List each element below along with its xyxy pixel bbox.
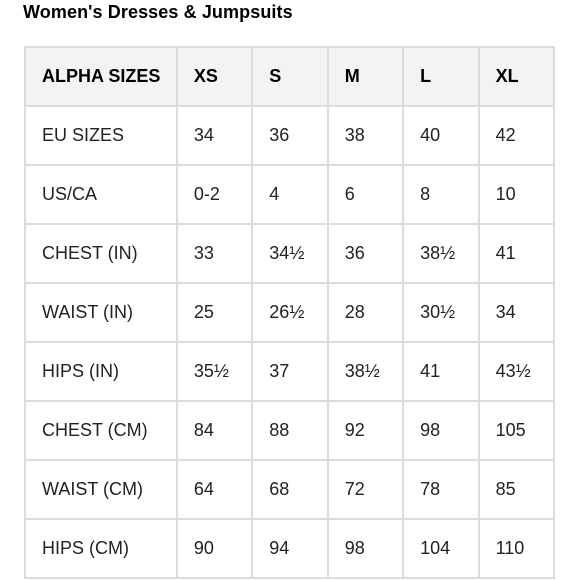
table-cell: 36 xyxy=(326,223,405,284)
table-cell: 38½ xyxy=(326,341,405,402)
table-cell: 68 xyxy=(251,459,329,520)
table-row-waist-cm: WAIST (CM) 64 68 72 78 85 xyxy=(24,459,556,520)
table-cell: 6 xyxy=(326,164,405,225)
table-cell: 94 xyxy=(251,518,329,579)
table-cell: 37 xyxy=(251,341,329,402)
table-cell: 72 xyxy=(326,459,405,520)
table-cell: 28 xyxy=(326,282,405,343)
table-cell: 41 xyxy=(402,341,480,402)
table-cell: 33 xyxy=(175,223,254,284)
table-cell: 78 xyxy=(402,459,480,520)
table-row-chest-cm: CHEST (CM) 84 88 92 98 105 xyxy=(24,400,556,461)
table-cell: 38½ xyxy=(402,223,480,284)
table-row-waist-in: WAIST (IN) 25 26½ 28 30½ 34 xyxy=(24,282,556,343)
table-cell: 90 xyxy=(175,518,254,579)
row-label: HIPS (IN) xyxy=(24,341,178,402)
table-cell: 64 xyxy=(175,459,254,520)
table-cell: 85 xyxy=(477,459,556,520)
table-cell: 92 xyxy=(326,400,405,461)
header-row: ALPHA SIZES XS S M L XL xyxy=(24,46,556,107)
header-size-m: M xyxy=(326,46,405,107)
header-size-l: L xyxy=(402,46,480,107)
table-cell: 88 xyxy=(251,400,329,461)
table-cell: 0-2 xyxy=(175,164,254,225)
table-cell: 25 xyxy=(175,282,254,343)
table-cell: 43½ xyxy=(477,341,556,402)
table-row-eu-sizes: EU SIZES 34 36 38 40 42 xyxy=(24,105,556,166)
page-title: Women's Dresses & Jumpsuits xyxy=(23,2,293,22)
table-cell: 8 xyxy=(402,164,480,225)
table-row-us-ca: US/CA 0-2 4 6 8 10 xyxy=(24,164,556,225)
row-label: WAIST (IN) xyxy=(24,282,178,343)
table-cell: 30½ xyxy=(402,282,480,343)
table-cell: 41 xyxy=(477,223,556,284)
table-cell: 104 xyxy=(402,518,480,579)
table-cell: 10 xyxy=(477,164,556,225)
table-cell: 34½ xyxy=(251,223,329,284)
table-cell: 36 xyxy=(251,105,329,166)
table-row-chest-in: CHEST (IN) 33 34½ 36 38½ 41 xyxy=(24,223,556,284)
row-label: WAIST (CM) xyxy=(24,459,178,520)
table-cell: 42 xyxy=(477,105,556,166)
row-label: US/CA xyxy=(24,164,178,225)
table-cell: 105 xyxy=(477,400,556,461)
header-size-xl: XL xyxy=(477,46,556,107)
row-label: HIPS (CM) xyxy=(24,518,178,579)
header-size-xs: XS xyxy=(175,46,254,107)
table-cell: 98 xyxy=(402,400,480,461)
header-size-s: S xyxy=(251,46,329,107)
table-cell: 98 xyxy=(326,518,405,579)
table-cell: 40 xyxy=(402,105,480,166)
table-cell: 26½ xyxy=(251,282,329,343)
table-row-hips-cm: HIPS (CM) 90 94 98 104 110 xyxy=(24,518,556,579)
table-cell: 4 xyxy=(251,164,329,225)
size-chart-table: ALPHA SIZES XS S M L XL EU SIZES 34 36 3… xyxy=(24,46,556,579)
row-label: EU SIZES xyxy=(24,105,178,166)
table-cell: 84 xyxy=(175,400,254,461)
row-label: CHEST (IN) xyxy=(24,223,178,284)
table-cell: 110 xyxy=(477,518,556,579)
table-cell: 38 xyxy=(326,105,405,166)
row-label: CHEST (CM) xyxy=(24,400,178,461)
header-alpha-sizes: ALPHA SIZES xyxy=(24,46,178,107)
table-cell: 35½ xyxy=(175,341,254,402)
table-row-hips-in: HIPS (IN) 35½ 37 38½ 41 43½ xyxy=(24,341,556,402)
table-cell: 34 xyxy=(175,105,254,166)
table-cell: 34 xyxy=(477,282,556,343)
